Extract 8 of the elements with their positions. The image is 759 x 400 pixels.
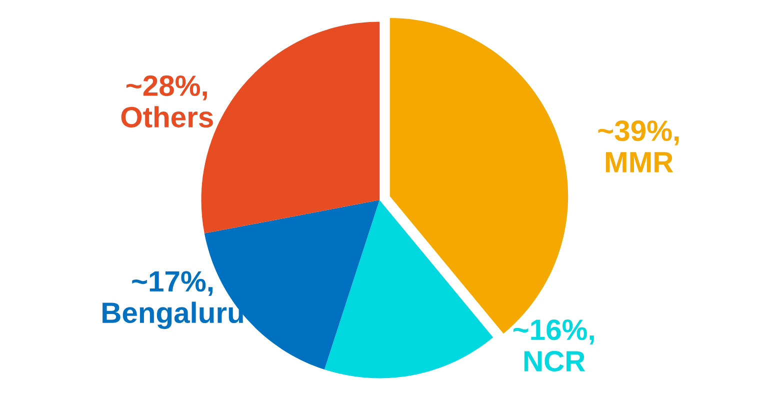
- slice-label: Others: [121, 106, 213, 128]
- slice-label: NCR: [524, 350, 586, 372]
- data-label: ~17%,: [132, 271, 213, 296]
- slice-label: Bengaluru: [102, 302, 243, 330]
- data-label: ~28%,: [126, 75, 207, 100]
- data-label: ~39%,: [598, 120, 679, 146]
- slice-label: MMR: [606, 152, 674, 172]
- data-label: ~16%,: [513, 319, 594, 344]
